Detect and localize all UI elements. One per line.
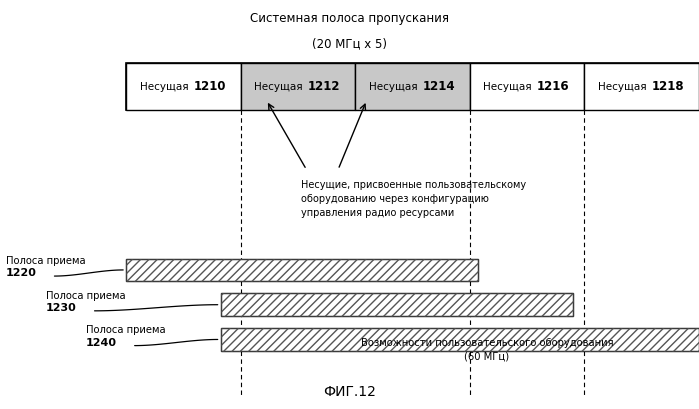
Bar [126,259,478,281]
Bar [221,328,699,351]
Bar [126,63,699,110]
Text: Несущая: Несущая [483,82,532,92]
Text: 1240: 1240 [86,338,117,348]
Text: 1210: 1210 [194,81,226,93]
Bar [470,63,584,110]
Text: 1220: 1220 [6,268,36,278]
Bar [240,63,355,110]
Bar [221,328,699,351]
Text: Несущая: Несущая [598,82,647,92]
Text: Полоса приема: Полоса приема [86,326,166,335]
Text: (20 МГц x 5): (20 МГц x 5) [312,37,387,50]
Text: 1230: 1230 [46,303,77,313]
Text: 1216: 1216 [537,81,570,93]
Text: ФИГ.12: ФИГ.12 [323,385,376,399]
Bar [126,259,478,281]
Bar [355,63,470,110]
Text: Несущая: Несущая [140,82,188,92]
Text: 1212: 1212 [308,81,340,93]
Text: Несущая: Несущая [369,82,417,92]
Text: Системная полоса пропускания: Системная полоса пропускания [250,12,449,25]
Bar [221,294,573,316]
Text: Полоса приема: Полоса приема [6,256,85,266]
Text: Возможности пользовательского оборудования
(60 МГц): Возможности пользовательского оборудован… [361,338,613,362]
Text: 1214: 1214 [423,81,455,93]
Bar [221,294,573,316]
Bar [126,63,240,110]
Text: 1218: 1218 [651,81,684,93]
Text: Полоса приема: Полоса приема [46,291,125,301]
Bar [584,63,699,110]
Text: Несущая: Несущая [254,82,303,92]
Text: Несущие, присвоенные пользовательскому
оборудованию через конфигурацию
управлени: Несущие, присвоенные пользовательскому о… [301,180,526,218]
